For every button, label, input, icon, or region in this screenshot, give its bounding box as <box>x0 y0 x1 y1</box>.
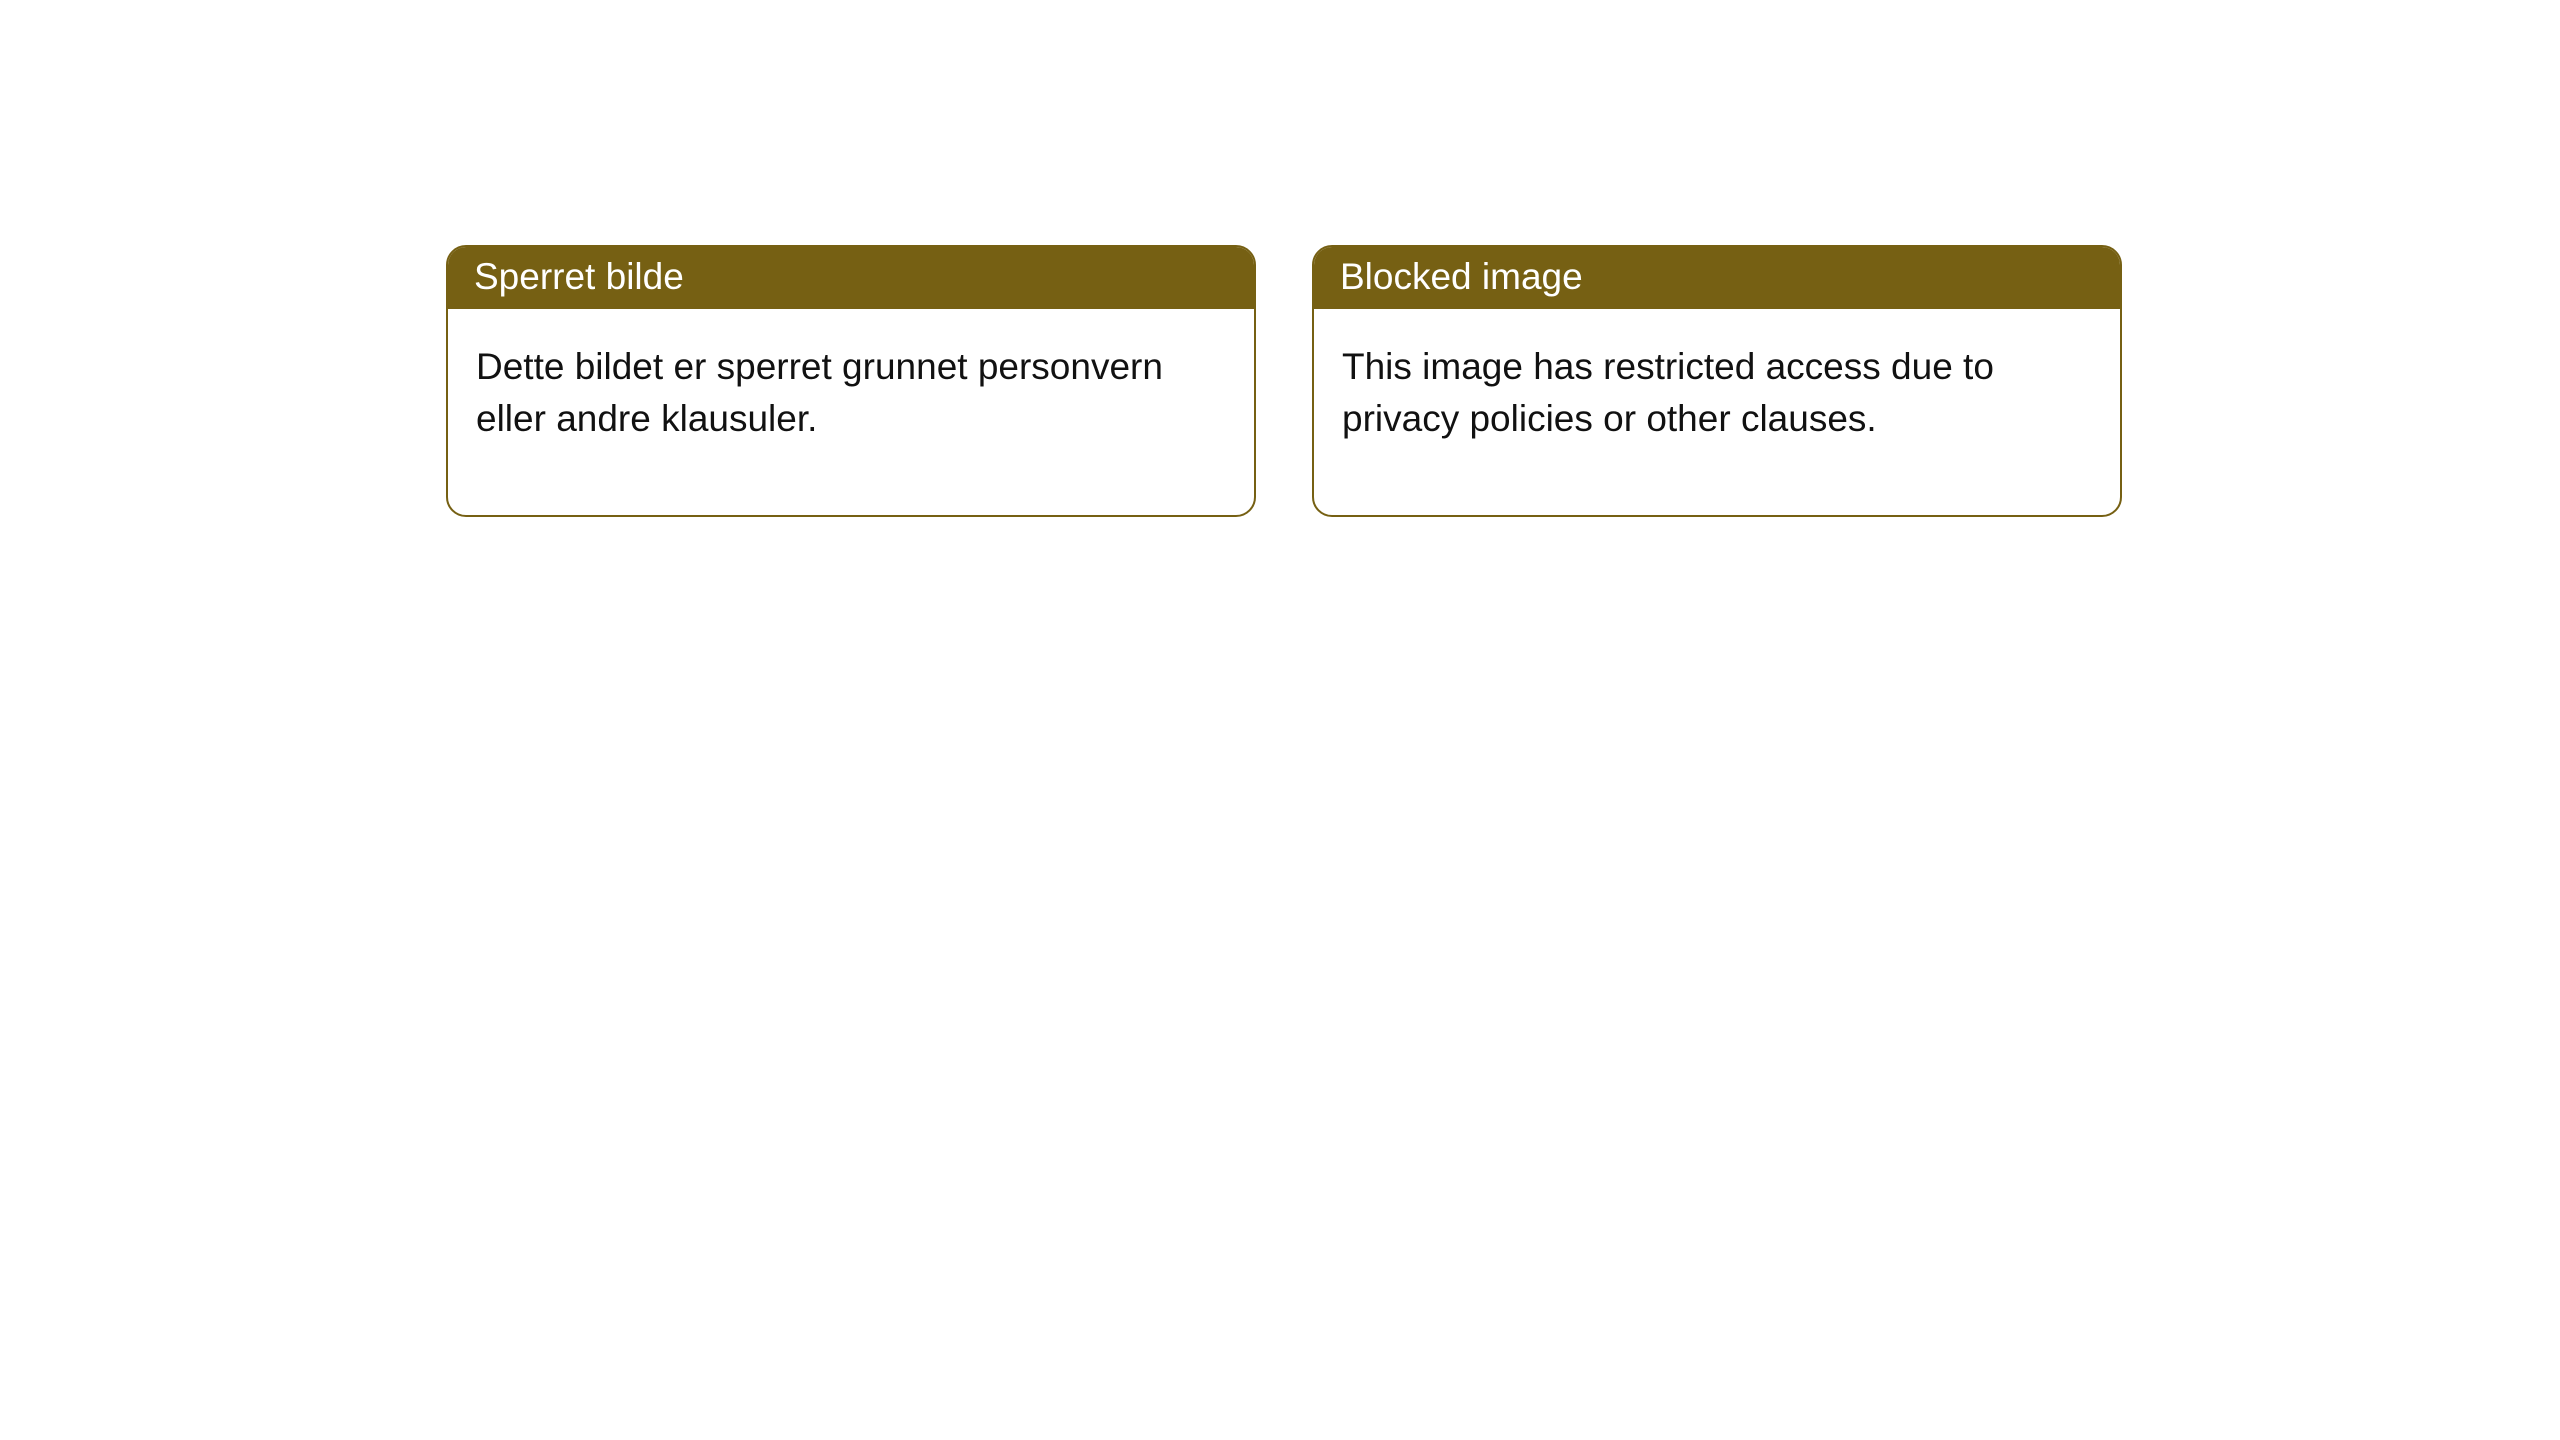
notice-card-title-en: Blocked image <box>1314 247 2120 309</box>
notice-cards-container: Sperret bilde Dette bildet er sperret gr… <box>0 0 2560 517</box>
notice-card-body-en: This image has restricted access due to … <box>1314 309 2120 515</box>
notice-card-no: Sperret bilde Dette bildet er sperret gr… <box>446 245 1256 517</box>
notice-card-title-no: Sperret bilde <box>448 247 1254 309</box>
notice-card-en: Blocked image This image has restricted … <box>1312 245 2122 517</box>
notice-card-body-no: Dette bildet er sperret grunnet personve… <box>448 309 1254 515</box>
